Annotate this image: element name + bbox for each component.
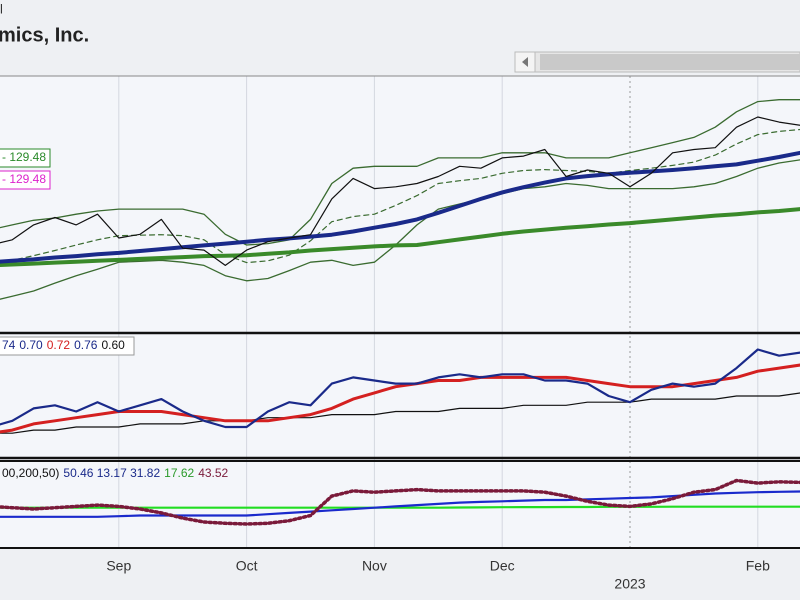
grid (118, 76, 759, 548)
legend-entry: 74 (2, 338, 16, 352)
legend-entry: 43.52 (198, 466, 228, 480)
series-line (0, 392, 800, 434)
legend-entry: 0.60 (101, 338, 125, 352)
panel (0, 348, 800, 434)
annotation-box (0, 170, 51, 190)
series-line (0, 490, 800, 518)
x-tick-label: Dec (490, 558, 515, 574)
legend-entry: 50.46 13.17 31.82 (63, 466, 160, 480)
panel (0, 478, 800, 526)
scrollbar[interactable] (514, 51, 800, 73)
x-tick-label: Nov (362, 558, 387, 574)
panel (0, 99, 800, 300)
scroll-thumb[interactable] (540, 54, 800, 70)
legend: 00,200,50) 50.46 13.17 31.82 17.62 43.52 (2, 466, 229, 480)
legend-entry: 00,200,50) (2, 466, 59, 480)
x-tick-label: Sep (106, 558, 131, 574)
series-line (0, 478, 800, 526)
legend: 74 0.70 0.72 0.76 0.60 (2, 338, 125, 352)
legend-entry: 0.70 (19, 338, 43, 352)
page-title: mics, Inc. (0, 24, 89, 46)
x-tick-label: 2023 (614, 576, 645, 592)
series-line (0, 128, 800, 264)
annotation: - 129.48 (2, 172, 46, 186)
series-line (0, 99, 800, 246)
legend-entry: 17.62 (164, 466, 194, 480)
legend-box (0, 336, 135, 356)
x-tick-label: Oct (236, 558, 258, 574)
series-line (0, 116, 800, 266)
arrow-icon (522, 57, 528, 67)
header-fragment: l (0, 1, 3, 16)
legend-entry: 0.72 (47, 338, 71, 352)
annotation-box (0, 148, 51, 168)
series-line (0, 150, 800, 264)
series-line (0, 207, 800, 268)
panels (0, 99, 800, 526)
series-line (0, 348, 800, 429)
legend-entry: 0.76 (74, 338, 98, 352)
plot-background (0, 76, 800, 548)
annotation: - 129.48 (2, 150, 46, 164)
x-tick-label: Feb (746, 558, 770, 574)
